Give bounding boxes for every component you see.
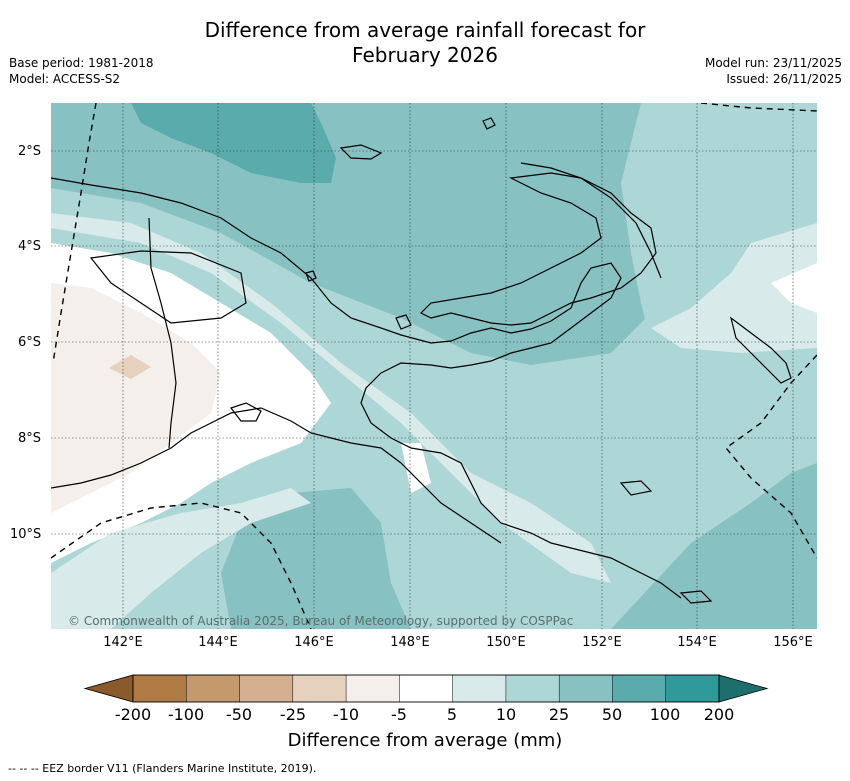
lon-label: 150°E [486,635,526,650]
island-small-1 [482,117,496,130]
colorbar-tick: -100 [167,705,205,724]
band-5-10-southwest [51,488,311,629]
copyright-notice: © Commonwealth of Australia 2025, Bureau… [68,614,574,628]
band-50-100-core [131,103,336,183]
band-10-25-northeast [621,103,817,343]
band-minus10-minus25 [109,355,151,379]
island-small-5 [679,590,713,604]
colorbar-swatch [345,674,401,703]
colorbar-tick: -10 [332,705,360,724]
lat-label: 2°S [18,144,42,159]
gridlines [51,103,817,629]
colorbar-swatch [239,674,294,703]
lon-label: 148°E [390,635,430,650]
lat-label: 4°S [18,239,42,254]
island-small-4 [619,480,653,496]
eez-legend: -- -- -- EEZ border V11 (Flanders Marine… [8,762,317,775]
band-25-50-south [221,488,411,629]
colorbar-swatches [83,674,769,703]
colorbar-extend-high [718,674,769,703]
lat-label: 8°S [18,431,42,446]
colorbar-tick: 10 [495,705,517,724]
chart-title: Difference from average rainfall forecas… [0,18,850,68]
colorbar-tick: 200 [703,705,735,724]
colorbar-swatch [186,674,241,703]
band-neutral-inlet [401,443,431,493]
colorbar-outline [132,674,720,703]
band-5-10-diagonal [51,213,611,583]
colorbar-swatch [665,674,720,703]
colorbar-tick: 5 [446,705,458,724]
island-small-3 [395,314,412,330]
model-name: Model: ACCESS-S2 [9,72,121,86]
colorbar-swatch [558,674,614,703]
colorbar-tick: 100 [649,705,681,724]
coastline-north [51,177,682,599]
title-line-2: February 2026 [352,43,498,67]
colorbar-tick: -200 [114,705,152,724]
colorbar-tick: 25 [548,705,570,724]
colorbar-swatch [132,674,188,703]
island-small-2 [305,270,317,282]
meta-right: Model run: 23/11/2025 Issued: 26/11/2025 [705,55,842,87]
eez-east [724,354,817,559]
lon-label: 146°E [294,635,334,650]
rainfall-map [51,103,817,629]
colorbar-swatch [612,674,667,703]
lon-label: 156°E [773,635,813,650]
colorbar-tick: -25 [279,705,307,724]
model-run: Model run: 23/11/2025 [704,56,842,70]
coastline-south [51,407,502,544]
lon-label: 154°E [677,635,717,650]
manus-island [339,144,383,160]
lat-label: 10°S [10,527,42,542]
lon-label: 152°E [582,635,622,650]
eez-north [700,103,817,112]
band-25-50-southeast [611,463,817,629]
colorbar-tick: 50 [601,705,623,724]
colorbar-swatch [292,674,347,703]
base-period: Base period: 1981-2018 [9,56,154,70]
new-ireland [520,162,662,279]
band-minus5-minus10 [51,283,221,513]
lon-label: 144°E [198,635,238,650]
title-line-1: Difference from average rainfall forecas… [204,18,646,42]
colorbar-tick: -5 [391,705,407,724]
gulf-outline [89,250,247,324]
new-britain [419,172,657,326]
issued-date: Issued: 26/11/2025 [726,72,842,86]
colorbar-swatch [452,674,507,703]
bougainville [730,316,792,384]
colorbar-swatch [505,674,560,703]
colorbar-extend-low [83,674,134,703]
torres-islands [230,402,262,422]
border-line [148,217,177,449]
lon-label: 142°E [103,635,143,650]
band-5-10-east [651,223,817,353]
eez-borders [51,103,817,629]
coastlines [51,117,792,604]
meta-left: Base period: 1981-2018 Model: ACCESS-S2 [9,55,154,87]
eez-south [51,502,312,629]
colorbar-label: Difference from average (mm) [287,730,563,751]
colorbar-tick: -50 [225,705,253,724]
lat-label: 6°S [18,335,42,350]
eez-west [52,103,97,364]
band-neutral-east [771,263,817,313]
colorbar-swatch [399,674,454,703]
